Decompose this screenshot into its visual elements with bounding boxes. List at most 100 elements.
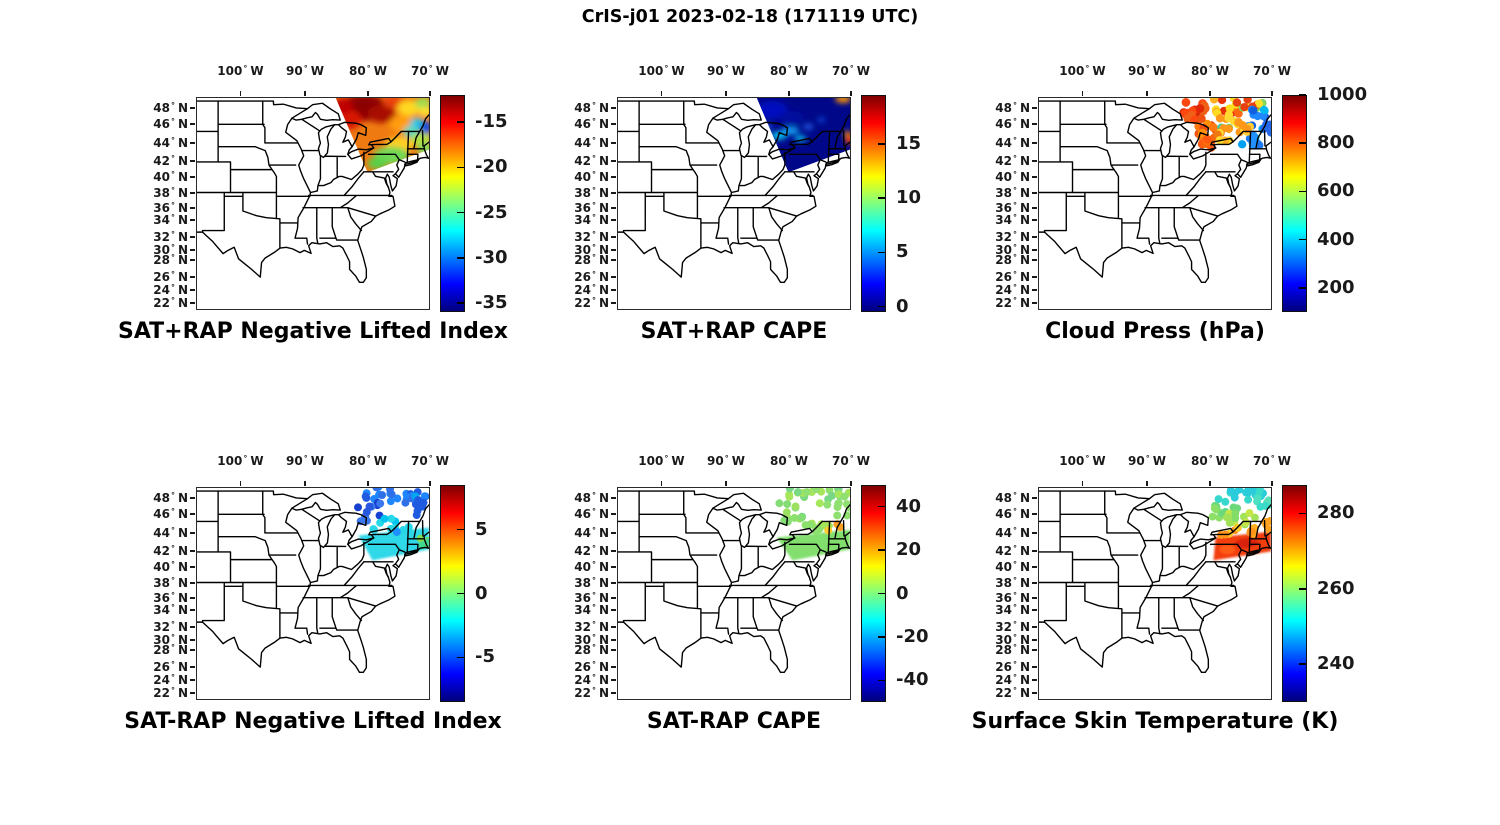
degree-symbol: ° <box>1012 200 1017 210</box>
x-tick-value: 80 <box>770 454 787 468</box>
degree-symbol: ° <box>1012 101 1017 111</box>
y-tick-unit: N <box>598 543 609 558</box>
x-tick-unit: W <box>310 454 324 468</box>
y-tick-label: 36° N <box>974 591 1030 607</box>
y-tick-label: 24° N <box>132 673 188 689</box>
y-tick-label: 38° N <box>974 576 1030 592</box>
data-point <box>414 496 423 505</box>
degree-symbol: ° <box>1012 672 1017 682</box>
data-point <box>790 513 799 522</box>
y-tick-label: 26° N <box>132 660 188 676</box>
colorbar-tick-label: 280 <box>1317 502 1355 524</box>
degree-symbol: ° <box>170 136 175 145</box>
colorbar-tick <box>457 166 464 169</box>
x-tick-unit: W <box>671 454 685 468</box>
panel-title: SAT-RAP CAPE <box>646 709 822 734</box>
colorbar-tick-label: -25 <box>475 201 508 223</box>
y-tick-label: 42° N <box>553 544 609 560</box>
y-tick-value: 30 <box>995 632 1012 647</box>
colorbar-tick <box>1299 512 1306 515</box>
colorbar-tick <box>457 302 464 304</box>
data-point <box>1244 495 1253 504</box>
y-tick-value: 44 <box>153 526 170 540</box>
y-axis-tick <box>190 302 195 304</box>
y-axis-tick <box>190 550 195 552</box>
x-tick-unit: W <box>794 454 808 468</box>
y-tick-unit: N <box>1019 526 1030 540</box>
y-axis-tick <box>1032 679 1037 681</box>
data-blob-group <box>1219 538 1260 555</box>
y-tick-value: 32 <box>995 619 1012 634</box>
data-point <box>1244 488 1253 497</box>
x-tick-value: 100 <box>638 64 664 78</box>
degree-symbol: ° <box>591 242 596 252</box>
x-axis-tick <box>304 91 306 96</box>
y-tick-label: 38° N <box>553 186 609 202</box>
degree-symbol: ° <box>170 672 175 682</box>
y-tick-value: 30 <box>153 632 170 647</box>
colorbar <box>1282 95 1307 312</box>
y-tick-unit: N <box>598 170 609 185</box>
x-tick-value: 80 <box>349 454 366 468</box>
degree-symbol: ° <box>366 454 371 463</box>
data-point <box>1225 104 1235 113</box>
x-tick-label: 80° W <box>1178 64 1242 80</box>
y-tick-label: 22° N <box>974 296 1030 312</box>
colorbar-tick-label: -20 <box>896 625 929 647</box>
y-axis-tick <box>611 107 616 109</box>
y-tick-unit: N <box>1019 560 1030 575</box>
y-tick-value: 34 <box>153 602 170 617</box>
data-blob <box>835 98 850 103</box>
degree-symbol: ° <box>170 685 175 695</box>
y-tick-label: 30° N <box>132 633 188 649</box>
degree-symbol: ° <box>591 153 596 163</box>
y-axis-tick <box>190 259 195 261</box>
y-tick-value: 38 <box>574 186 591 201</box>
x-tick-label: 80° W <box>757 64 821 80</box>
data-point <box>815 499 824 508</box>
y-tick-value: 22 <box>153 295 170 310</box>
data-point <box>1195 104 1205 113</box>
y-tick-unit: N <box>1019 507 1030 522</box>
x-tick-label: 100° W <box>208 454 272 470</box>
y-tick-label: 46° N <box>553 507 609 523</box>
x-tick-unit: W <box>1215 64 1229 78</box>
y-tick-label: 26° N <box>974 660 1030 676</box>
y-tick-unit: N <box>1019 642 1030 657</box>
data-point <box>1209 98 1219 104</box>
y-tick-value: 26 <box>995 659 1012 674</box>
x-axis-tick <box>429 91 431 96</box>
colorbar-tick-label: 200 <box>1317 276 1355 298</box>
map-svg <box>618 488 850 674</box>
y-tick-label: 34° N <box>553 603 609 619</box>
colorbar <box>1282 485 1307 702</box>
y-tick-unit: N <box>1019 252 1030 267</box>
y-tick-label: 40° N <box>974 560 1030 576</box>
colorbar-tick-label: 10 <box>896 187 922 209</box>
y-tick-unit: N <box>177 170 188 185</box>
data-point <box>1210 504 1219 513</box>
y-tick-unit: N <box>1019 200 1030 215</box>
y-tick-value: 44 <box>995 526 1012 540</box>
y-tick-label: 34° N <box>132 213 188 229</box>
degree-symbol: ° <box>591 186 596 196</box>
data-point <box>1226 488 1235 495</box>
degree-symbol: ° <box>591 212 596 222</box>
y-tick-unit: N <box>177 101 188 116</box>
degree-symbol: ° <box>170 619 175 629</box>
data-blob <box>1235 538 1260 549</box>
y-tick-unit: N <box>177 526 188 540</box>
x-tick-label: 70° W <box>398 454 462 470</box>
y-tick-label: 40° N <box>974 170 1030 186</box>
degree-symbol: ° <box>170 229 175 239</box>
y-tick-value: 48 <box>153 491 170 506</box>
map-plot <box>617 97 851 310</box>
colorbar-tick <box>1299 587 1306 590</box>
degree-symbol: ° <box>170 269 175 279</box>
y-tick-unit: N <box>1019 295 1030 310</box>
data-point <box>840 492 849 501</box>
y-tick-label: 48° N <box>974 491 1030 507</box>
colorbar-tick-label: 15 <box>896 132 922 154</box>
y-tick-unit: N <box>177 491 188 506</box>
degree-symbol: ° <box>1012 491 1017 501</box>
